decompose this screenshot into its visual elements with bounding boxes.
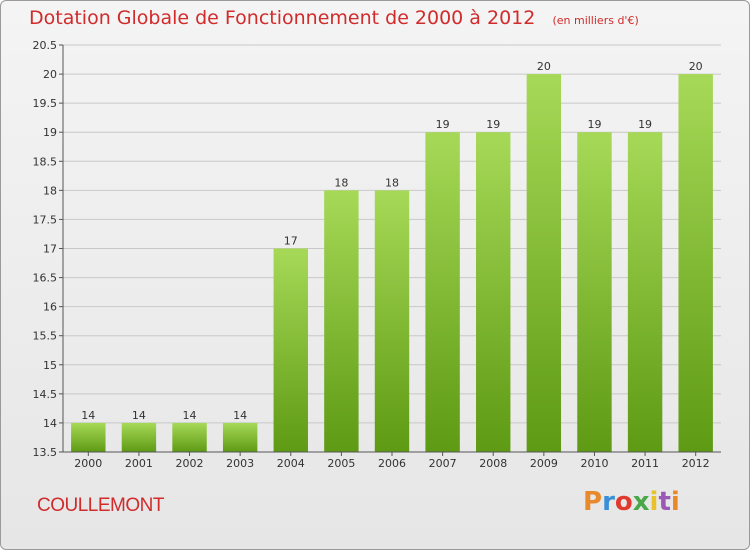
x-tick-label: 2003 <box>226 457 254 470</box>
bar-value-label: 20 <box>689 60 703 73</box>
y-tick-label: 14.5 <box>33 388 58 401</box>
y-tick-label: 18.5 <box>33 155 58 168</box>
logo-letter: t <box>658 487 671 517</box>
bar-value-label: 19 <box>587 118 601 131</box>
bar-2001 <box>121 422 157 452</box>
x-tick-label: 2006 <box>378 457 406 470</box>
bar-2003 <box>222 422 258 452</box>
x-tick-label: 2005 <box>327 457 355 470</box>
y-tick-label: 17 <box>43 243 57 256</box>
bar-2005 <box>324 190 359 452</box>
bar-2012 <box>678 74 713 453</box>
bar-value-label: 14 <box>233 409 247 422</box>
y-tick-label: 13.5 <box>33 446 58 459</box>
bar-2010 <box>577 132 612 452</box>
bar-2007 <box>425 132 460 452</box>
y-tick-label: 20.5 <box>33 39 58 52</box>
y-tick-label: 19 <box>43 126 57 139</box>
y-tick-label: 20 <box>43 68 57 81</box>
bar-2008 <box>476 132 511 452</box>
y-tick-label: 18 <box>43 184 57 197</box>
x-tick-label: 2007 <box>429 457 457 470</box>
logo-letter: P <box>583 487 603 517</box>
commune-name: COULLEMONT <box>37 495 164 516</box>
bar-value-label: 18 <box>385 176 399 189</box>
x-tick-label: 2009 <box>530 457 558 470</box>
chart-subtitle: (en milliers d'€) <box>552 14 639 27</box>
bar-value-label: 19 <box>638 118 652 131</box>
bar-value-label: 14 <box>132 409 146 422</box>
bar-2006 <box>374 190 410 452</box>
chart-title-main: Dotation Globale de Fonctionnement de 20… <box>29 7 536 29</box>
y-tick-label: 14 <box>43 417 57 430</box>
bar-value-label: 20 <box>537 60 551 73</box>
bar-2009 <box>526 74 562 453</box>
y-tick-label: 16 <box>43 301 57 314</box>
bar-2000 <box>71 422 106 452</box>
proxiti-logo: Proxiti <box>583 487 680 517</box>
bars: 14 14 14 14 17 18 18 19 19 20 19 19 20 <box>71 60 713 453</box>
bar-value-label: 17 <box>284 235 298 248</box>
logo-letter: r <box>602 487 615 517</box>
bar-2004 <box>273 248 308 452</box>
bar-value-label: 19 <box>436 118 450 131</box>
bar-2011 <box>627 132 663 452</box>
axes: 13.5 14 14.5 15 15.5 16 16.5 17 17.5 18 18.5 19 19.5… <box>33 39 721 470</box>
x-tick-label: 2011 <box>631 457 659 470</box>
y-tick-label: 15.5 <box>33 330 58 343</box>
bar-value-label: 14 <box>183 409 197 422</box>
chart-title: Dotation Globale de Fonctionnement de 20… <box>29 7 639 29</box>
bar-value-label: 18 <box>334 176 348 189</box>
x-tick-label: 2002 <box>176 457 204 470</box>
bar-value-label: 14 <box>81 409 95 422</box>
y-tick-label: 16.5 <box>33 272 58 285</box>
x-tick-label: 2008 <box>479 457 507 470</box>
y-tick-label: 19.5 <box>33 97 58 110</box>
x-tick-label: 2004 <box>277 457 305 470</box>
logo-letter: i <box>670 487 680 517</box>
x-tick-label: 2012 <box>682 457 710 470</box>
bar-value-label: 19 <box>486 118 500 131</box>
y-tick-label: 17.5 <box>33 213 58 226</box>
y-tick-label: 15 <box>43 359 57 372</box>
logo-letter: x <box>632 487 650 517</box>
x-tick-label: 2000 <box>74 457 102 470</box>
x-tick-label: 2010 <box>580 457 608 470</box>
x-tick-label: 2001 <box>125 457 153 470</box>
logo-letter: o <box>614 487 633 517</box>
bar-2002 <box>172 422 207 452</box>
logo-letter: i <box>649 487 659 517</box>
